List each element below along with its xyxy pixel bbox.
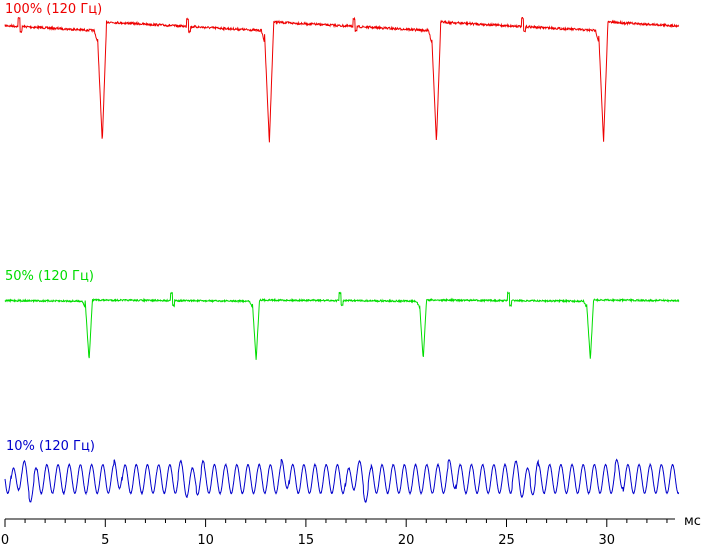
series-line-3 bbox=[4, 458, 680, 504]
x-tick-label: 5 bbox=[101, 533, 109, 548]
x-axis-unit: мс bbox=[684, 514, 701, 529]
x-axis: 0 5 10 15 20 25 30 мс bbox=[1, 514, 701, 548]
series-line-2 bbox=[4, 291, 680, 360]
x-tick-label: 15 bbox=[298, 533, 315, 548]
x-tick-label: 10 bbox=[197, 533, 214, 548]
x-tick-label: 20 bbox=[398, 533, 415, 548]
series-label-2: 50% (120 Гц) bbox=[5, 269, 94, 284]
series-traces bbox=[4, 16, 680, 504]
x-tick-label: 25 bbox=[498, 533, 515, 548]
x-tick-label: 30 bbox=[599, 533, 616, 548]
series-labels: 100% (120 Гц) 50% (120 Гц) 10% (120 Гц) bbox=[5, 2, 102, 454]
series-line-1 bbox=[4, 16, 680, 143]
series-label-3: 10% (120 Гц) bbox=[6, 439, 95, 454]
series-label-1: 100% (120 Гц) bbox=[5, 2, 102, 17]
x-tick-label: 0 bbox=[1, 533, 9, 548]
